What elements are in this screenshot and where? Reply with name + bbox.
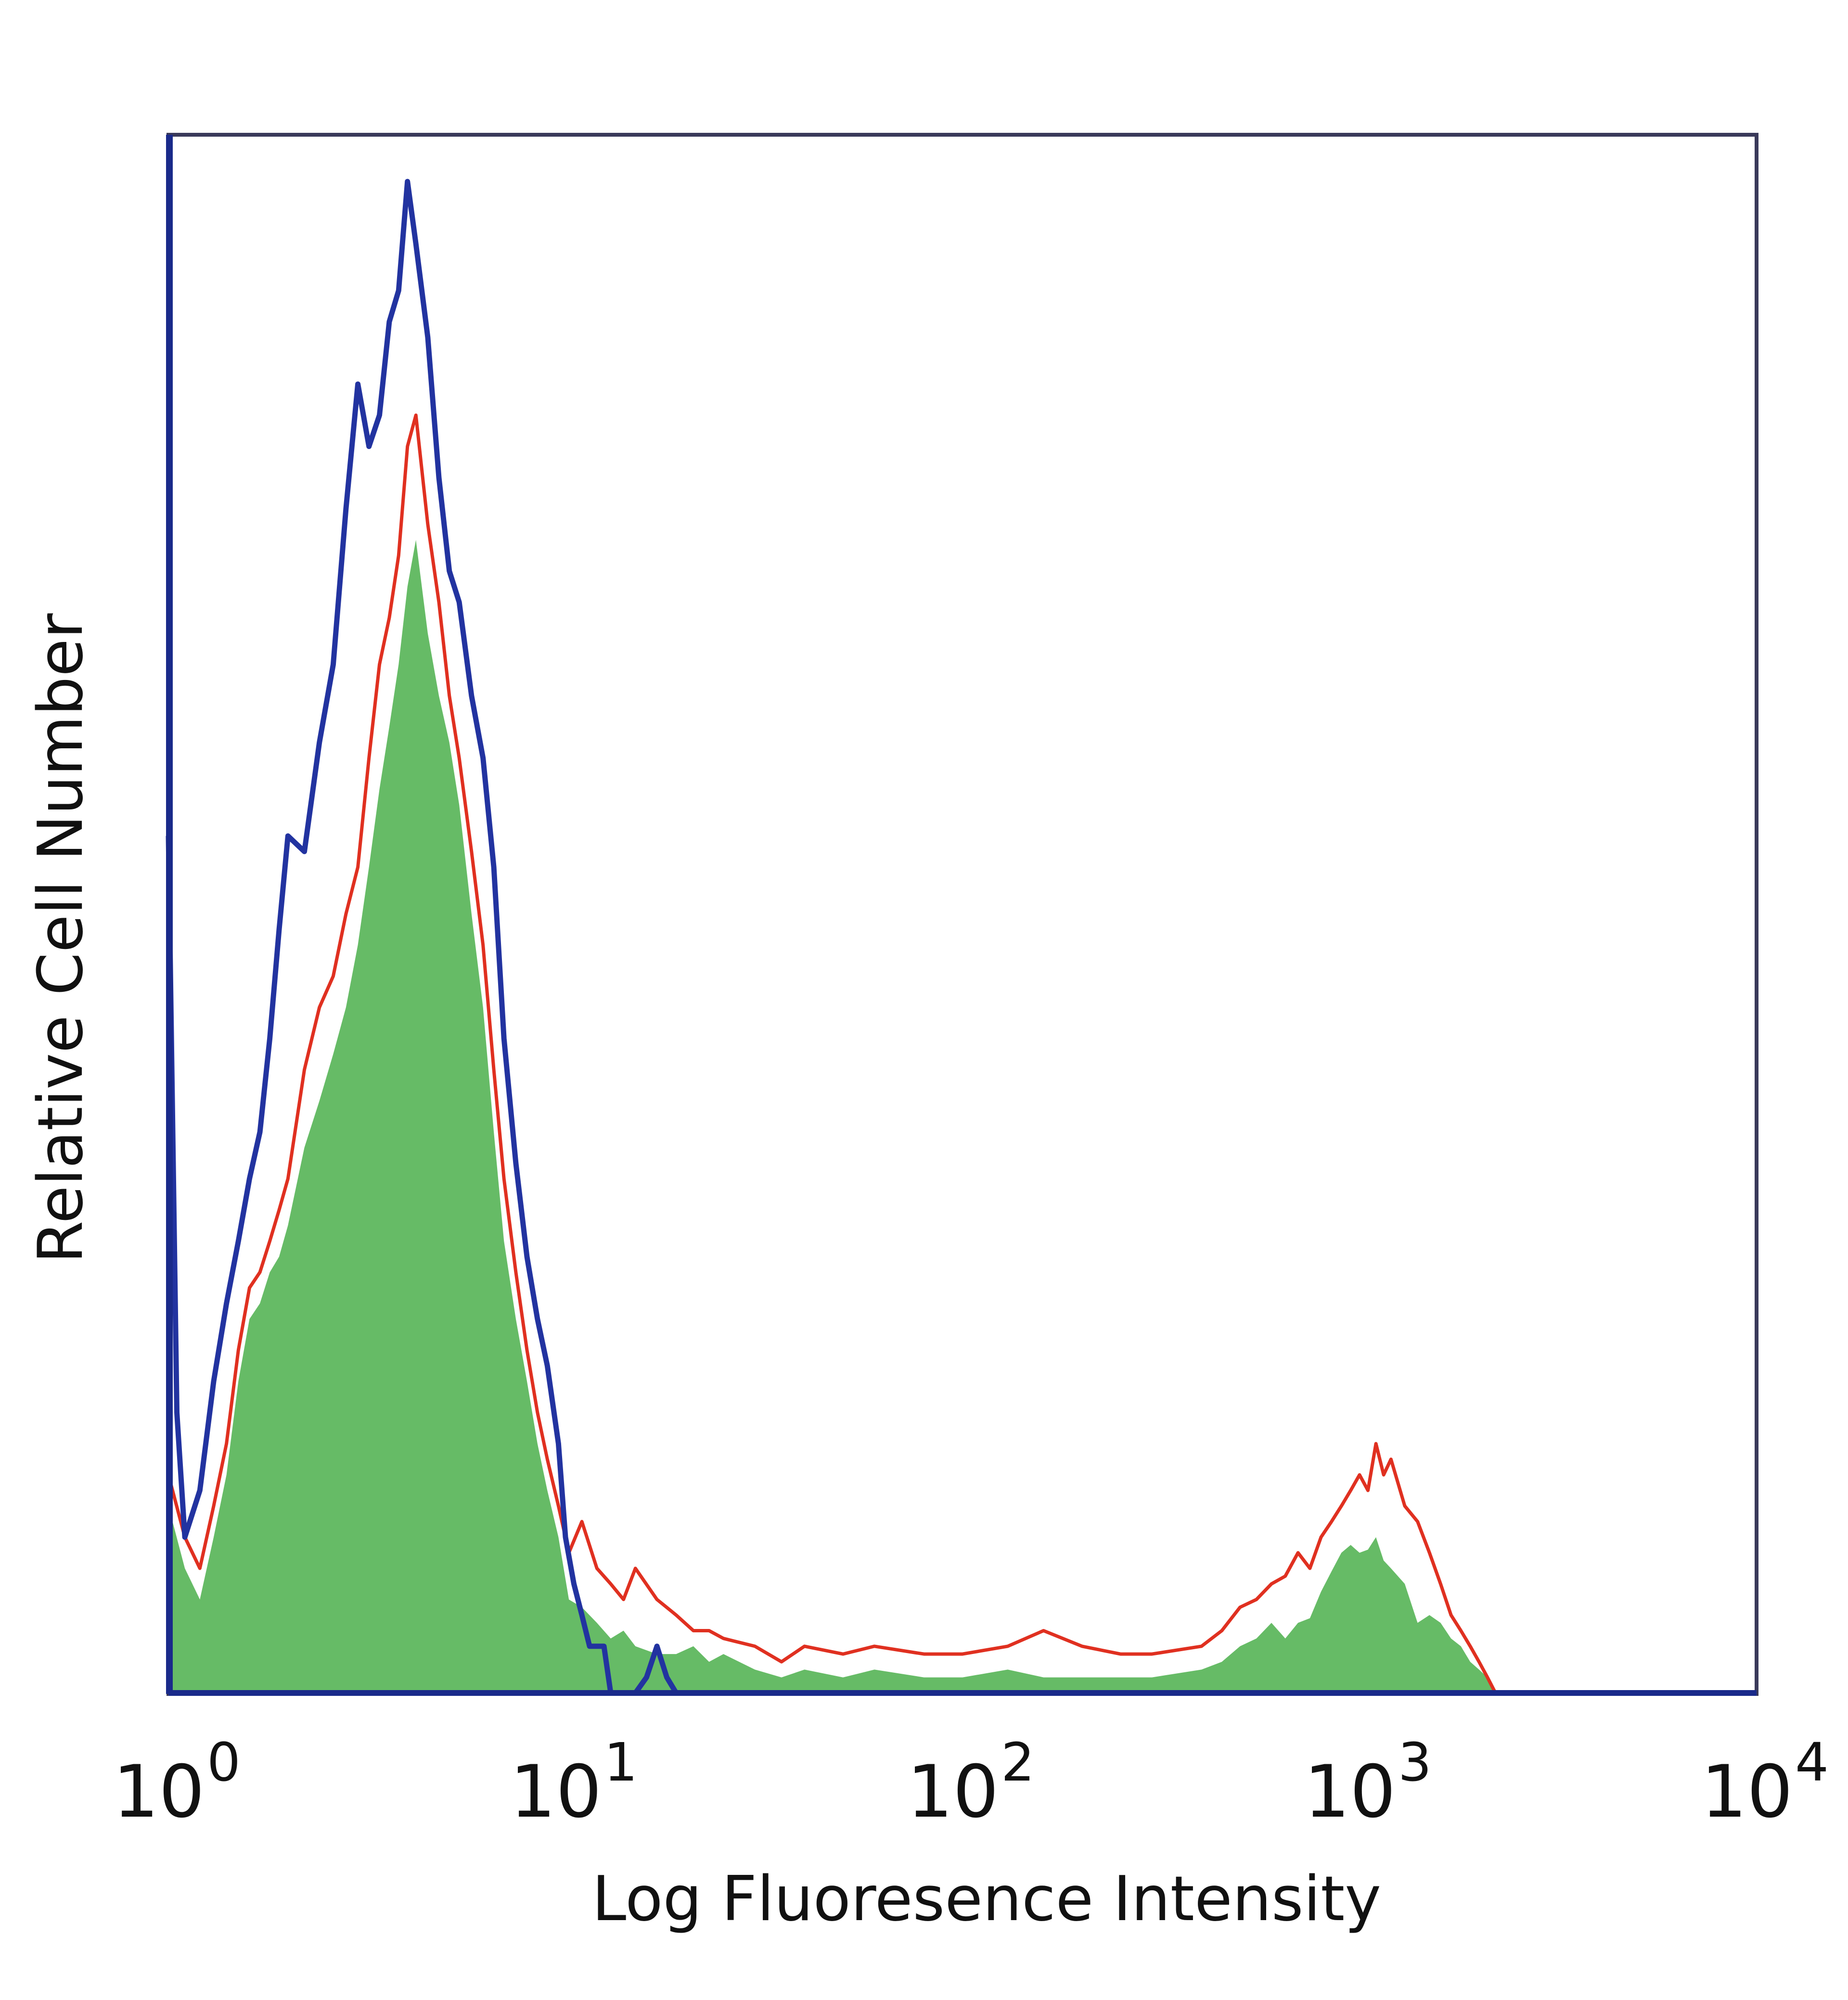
x-tick-label-1: 10 1 bbox=[510, 1731, 638, 1834]
y-axis-title: Relative Cell Number bbox=[25, 613, 97, 1263]
x-tick-base-3: 10 bbox=[1304, 1750, 1396, 1834]
x-tick-exponent-1: 1 bbox=[604, 1731, 638, 1793]
x-axis-title: Log Fluoresence Intensity bbox=[592, 1863, 1381, 1935]
x-tick-base-1: 10 bbox=[510, 1750, 602, 1834]
histogram-line-1 bbox=[167, 413, 1497, 1694]
x-tick-label-3: 10 3 bbox=[1304, 1731, 1432, 1834]
x-tick-exponent-3: 3 bbox=[1398, 1731, 1432, 1793]
x-tick-label-2: 10 2 bbox=[907, 1731, 1035, 1834]
histogram-fill-0 bbox=[168, 539, 1496, 1693]
histogram-line-2 bbox=[166, 179, 685, 1696]
x-tick-base-4: 10 bbox=[1701, 1750, 1793, 1834]
series-layer bbox=[166, 179, 1497, 1696]
x-tick-base-2: 10 bbox=[907, 1750, 999, 1834]
x-tick-exponent-0: 0 bbox=[207, 1731, 241, 1793]
x-tick-base-0: 10 bbox=[113, 1750, 205, 1834]
x-tick-exponent-4: 4 bbox=[1795, 1731, 1829, 1793]
x-tick-labels: 10 0 10 1 10 2 10 3 10 4 bbox=[113, 1731, 1829, 1834]
x-tick-label-4: 10 4 bbox=[1701, 1731, 1829, 1834]
x-tick-exponent-2: 2 bbox=[1001, 1731, 1035, 1793]
x-tick-label-0: 10 0 bbox=[113, 1731, 241, 1834]
